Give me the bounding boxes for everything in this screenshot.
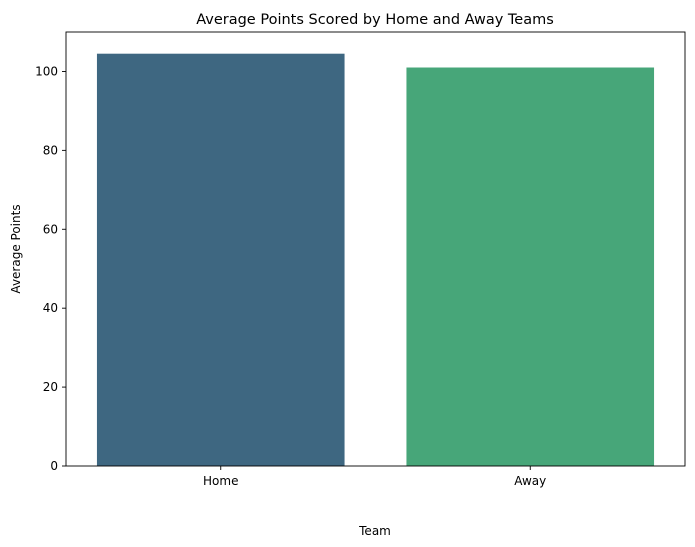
- y-tick-label: 20: [43, 380, 58, 394]
- chart-title: Average Points Scored by Home and Away T…: [196, 12, 554, 28]
- axes-frame: [65, 31, 686, 467]
- bar-away: [406, 67, 655, 466]
- y-tick-label: 100: [35, 64, 58, 78]
- y-tick-label: 80: [43, 143, 58, 157]
- y-axis-ticks: 0 20 40 60 80 100: [35, 64, 66, 473]
- x-tick-label: Away: [514, 474, 546, 488]
- bars-group: [96, 53, 655, 466]
- y-axis-label: Average Points: [9, 204, 23, 293]
- y-tick-label: 0: [50, 459, 58, 473]
- x-tick-label: Home: [203, 474, 238, 488]
- x-axis-ticks: Home Away: [203, 466, 546, 488]
- plot-frame: [65, 31, 686, 467]
- y-tick-label: 40: [43, 301, 58, 315]
- bar-home: [96, 53, 345, 466]
- y-tick-label: 60: [43, 222, 58, 236]
- x-axis-label: Team: [358, 524, 391, 538]
